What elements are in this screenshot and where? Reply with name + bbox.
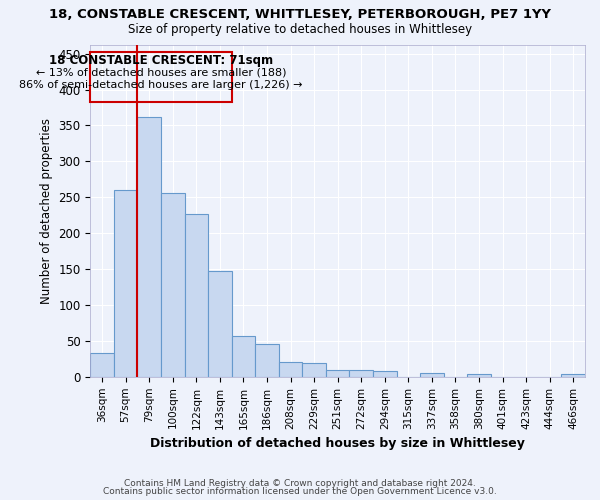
Y-axis label: Number of detached properties: Number of detached properties [40,118,53,304]
Text: 18 CONSTABLE CRESCENT: 71sqm: 18 CONSTABLE CRESCENT: 71sqm [49,54,273,66]
Text: Size of property relative to detached houses in Whittlesey: Size of property relative to detached ho… [128,22,472,36]
Bar [185,214,208,377]
Bar [137,117,161,377]
Bar [161,193,185,377]
Bar [208,270,232,377]
Bar [302,363,326,377]
Bar [255,344,279,377]
Bar [349,370,373,377]
Bar [420,372,443,377]
Bar [232,336,255,377]
Bar [373,371,397,377]
Bar [91,353,114,377]
Text: 18, CONSTABLE CRESCENT, WHITTLESEY, PETERBOROUGH, PE7 1YY: 18, CONSTABLE CRESCENT, WHITTLESEY, PETE… [49,8,551,20]
Bar [326,370,349,377]
X-axis label: Distribution of detached houses by size in Whittlesey: Distribution of detached houses by size … [150,437,525,450]
Text: Contains HM Land Registry data © Crown copyright and database right 2024.: Contains HM Land Registry data © Crown c… [124,478,476,488]
Text: Contains public sector information licensed under the Open Government Licence v3: Contains public sector information licen… [103,487,497,496]
Text: 86% of semi-detached houses are larger (1,226) →: 86% of semi-detached houses are larger (… [19,80,303,90]
Text: ← 13% of detached houses are smaller (188): ← 13% of detached houses are smaller (18… [36,68,286,78]
Bar [279,362,302,377]
Bar [562,374,585,377]
Bar [91,52,232,102]
Bar [114,190,137,377]
Bar [467,374,491,377]
